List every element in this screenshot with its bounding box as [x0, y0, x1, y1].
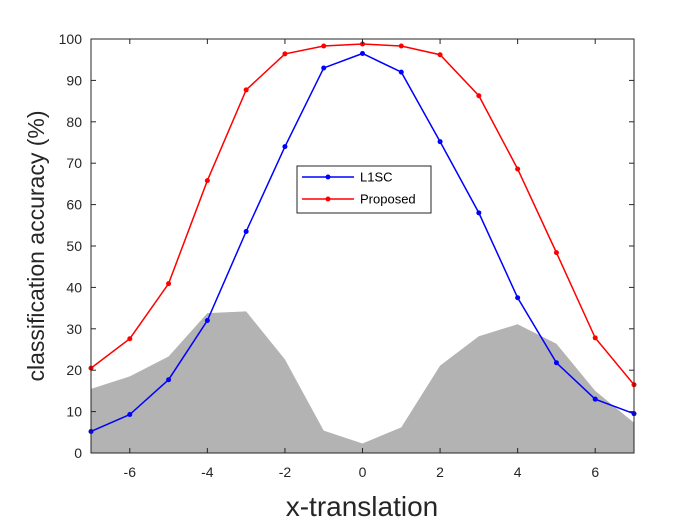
data-point-l1sc — [437, 139, 443, 145]
data-point-l1sc — [553, 360, 559, 366]
data-point-l1sc — [476, 210, 482, 216]
data-point-l1sc — [282, 144, 288, 150]
y-tick-label: 10 — [66, 404, 82, 420]
data-point-l1sc — [204, 318, 210, 324]
x-tick-label: 4 — [514, 464, 522, 480]
y-tick-label: 100 — [59, 31, 83, 47]
y-tick-label: 70 — [66, 155, 82, 171]
x-tick-label: -4 — [201, 464, 214, 480]
legend-marker-l1sc — [325, 174, 331, 180]
y-tick-label: 90 — [66, 72, 82, 88]
data-point-proposed — [515, 166, 521, 172]
y-tick-label: 20 — [66, 362, 82, 378]
data-point-proposed — [592, 335, 598, 341]
legend: L1SC Proposed — [296, 165, 432, 214]
data-point-l1sc — [127, 411, 133, 417]
x-tick-label: 0 — [359, 464, 367, 480]
y-tick-label: 40 — [66, 279, 82, 295]
y-tick-label: 30 — [66, 321, 82, 337]
x-tick-label: 6 — [591, 464, 599, 480]
data-point-proposed — [127, 336, 133, 342]
data-point-l1sc — [243, 229, 249, 235]
y-tick-label: 60 — [66, 197, 82, 213]
data-point-proposed — [553, 250, 559, 256]
series-line-proposed — [90, 43, 635, 386]
data-point-proposed — [321, 43, 327, 49]
data-point-proposed — [166, 281, 172, 287]
legend-marker-proposed — [325, 196, 331, 202]
y-tick-label: 50 — [66, 238, 82, 254]
data-point-proposed — [204, 178, 210, 184]
legend-box — [296, 165, 432, 214]
background-area — [91, 311, 634, 453]
y-tick-label: 80 — [66, 114, 82, 130]
data-point-l1sc — [515, 295, 521, 301]
legend-label-l1sc: L1SC — [360, 170, 393, 185]
data-point-proposed — [398, 43, 404, 49]
data-point-proposed — [437, 52, 443, 58]
data-point-proposed — [476, 93, 482, 99]
x-tick-label: 2 — [436, 464, 444, 480]
y-tick-label: 0 — [74, 445, 82, 461]
y-axis-label: classification accuracy (%) — [23, 111, 49, 382]
background-area-layer — [91, 311, 634, 453]
legend-label-proposed: Proposed — [360, 192, 416, 207]
data-point-l1sc — [321, 65, 327, 71]
data-point-proposed — [282, 51, 288, 57]
data-point-l1sc — [360, 50, 365, 56]
data-point-l1sc — [398, 69, 404, 75]
x-tick-label: -2 — [279, 464, 292, 480]
data-point-l1sc — [166, 377, 172, 383]
data-point-proposed — [243, 87, 249, 93]
data-point-l1sc — [592, 396, 598, 402]
x-axis-label: x-translation — [286, 491, 439, 522]
x-tick-label: -6 — [124, 464, 137, 480]
